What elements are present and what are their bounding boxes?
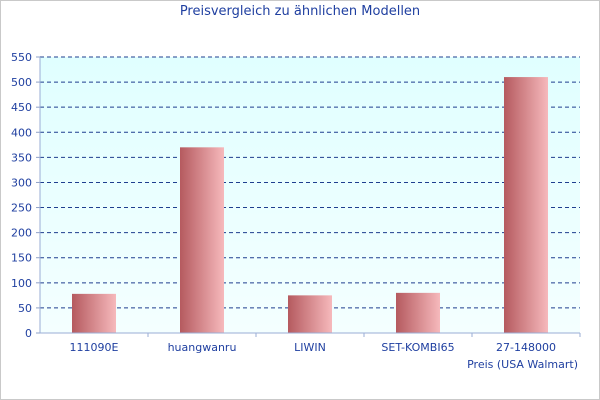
x-tick-label: 27-148000 xyxy=(496,341,556,354)
y-tick-label: 0 xyxy=(25,327,32,340)
bar xyxy=(504,77,548,333)
x-tick-label: 111090E xyxy=(70,341,119,354)
x-tick-label: LIWIN xyxy=(294,341,326,354)
y-tick-label: 350 xyxy=(11,151,32,164)
bar xyxy=(72,293,116,333)
plot-area xyxy=(40,57,580,333)
y-tick-label: 200 xyxy=(11,227,32,240)
y-tick-label: 550 xyxy=(11,51,32,64)
y-tick-label: 250 xyxy=(11,202,32,215)
bar xyxy=(288,295,332,333)
x-tick-label: SET-KOMBI65 xyxy=(381,341,454,354)
y-tick-label: 100 xyxy=(11,277,32,290)
x-axis-title: Preis (USA Walmart) xyxy=(467,358,578,371)
y-tick-label: 150 xyxy=(11,252,32,265)
chart-title: Preisvergleich zu ähnlichen Modellen xyxy=(179,4,421,19)
y-tick-label: 500 xyxy=(11,76,32,89)
bar xyxy=(396,292,440,333)
y-tick-label: 50 xyxy=(18,302,32,315)
y-tick-label: 450 xyxy=(11,101,32,114)
y-tick-label: 300 xyxy=(11,176,32,189)
bar xyxy=(180,147,224,333)
x-tick-label: huangwanru xyxy=(168,341,237,354)
y-tick-label: 400 xyxy=(11,126,32,139)
